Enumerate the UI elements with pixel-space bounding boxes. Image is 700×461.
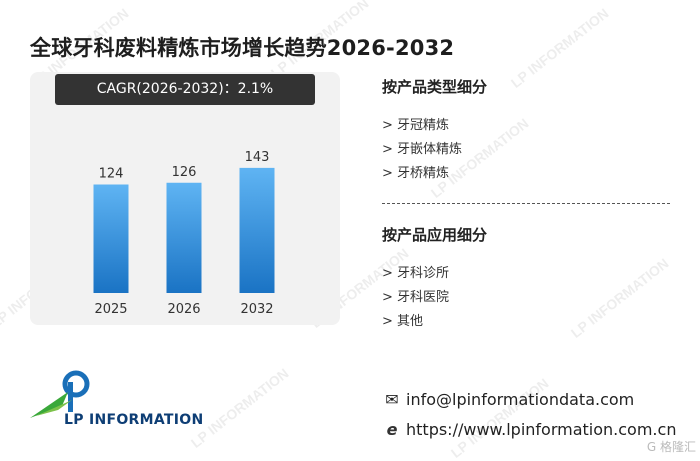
divider [382, 203, 670, 204]
watermark: LP INFORMATION [447, 374, 552, 461]
x-tick-label-2025: 2025 [94, 302, 127, 317]
corner-badge: G 格隆汇 [646, 440, 696, 454]
type-item: > 牙冠精炼 [382, 118, 450, 133]
x-tick-label-2026: 2026 [167, 302, 200, 317]
data-label-2032: 143 [245, 150, 270, 165]
bar-chart: 124 2025 126 2026 143 2032 [93, 150, 275, 317]
email-contact[interactable]: ✉ info@lpinformationdata.com [382, 390, 634, 409]
page-title: 全球牙科废料精炼市场增长趋势2026-2032 [30, 36, 455, 60]
application-item: > 其他 [382, 314, 424, 329]
application-item: > 牙科医院 [382, 290, 450, 305]
x-tick-label-2032: 2032 [240, 302, 273, 317]
email-text: info@lpinformationdata.com [406, 390, 635, 409]
envelope-icon: ✉ [385, 390, 399, 409]
bar-2025 [93, 184, 129, 293]
data-label-2025: 124 [99, 167, 124, 182]
website-contact[interactable]: e https://www.lpinformation.com.cn [382, 420, 677, 439]
application-item: > 牙科诊所 [382, 266, 450, 281]
type-item: > 牙嵌体精炼 [382, 142, 463, 157]
data-label-2026: 126 [172, 165, 197, 180]
browser-e-icon: e [386, 420, 398, 439]
cagr-badge: CAGR(2026-2032)：2.1% [55, 74, 315, 105]
watermark: LP INFORMATION [187, 364, 292, 452]
watermark: LP INFORMATION [567, 254, 672, 342]
logo-text: LP INFORMATION [64, 412, 204, 428]
type-item: > 牙桥精炼 [382, 166, 450, 181]
bar-2032 [239, 167, 275, 293]
type-segment-title: 按产品类型细分 [382, 78, 488, 96]
lp-information-logo [30, 370, 90, 418]
website-text: https://www.lpinformation.com.cn [406, 420, 677, 439]
watermark: LP INFORMATION [507, 4, 612, 92]
application-segment-title: 按产品应用细分 [382, 226, 488, 244]
bar-2026 [166, 182, 202, 293]
